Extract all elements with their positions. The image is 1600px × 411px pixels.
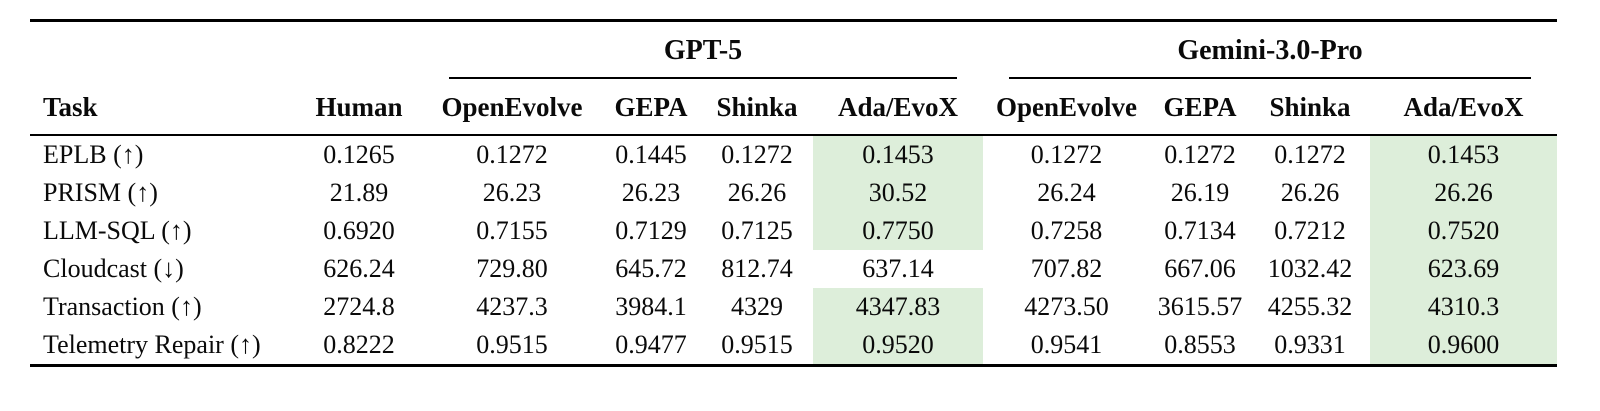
column-header-human: Human — [295, 79, 423, 136]
value-cell: 4329 — [731, 292, 783, 321]
table-body: EPLB (↑) 0.1265 0.1272 0.1445 0.1272 0.1453 0.… — [30, 135, 1558, 366]
value-cell: 645.72 — [615, 254, 687, 283]
value-cell: 0.7134 — [1164, 216, 1236, 245]
column-header-openevolve-gemini: OpenEvolve — [983, 79, 1150, 136]
spanner-rule — [1009, 77, 1532, 79]
group-header-gpt5: GPT-5 — [423, 21, 983, 79]
results-table: GPT-5 Gemini-3.0-Pro Task Human OpenEvol… — [30, 19, 1558, 367]
value-cell: 0.8222 — [323, 330, 395, 359]
value-cell: 4273.50 — [1024, 292, 1109, 321]
value-cell: 637.14 — [862, 254, 934, 283]
value-cell: 0.9541 — [1030, 330, 1103, 359]
value-cell: 4237.3 — [476, 292, 548, 321]
value-cell-highlighted: 0.1453 — [813, 135, 983, 174]
value-cell: 0.8553 — [1164, 330, 1236, 359]
task-cell: EPLB (↑) — [43, 140, 144, 169]
table-row: Transaction (↑) 2724.8 4237.3 3984.1 4329 434… — [30, 288, 1558, 326]
paper-table-container: GPT-5 Gemini-3.0-Pro Task Human OpenEvol… — [30, 19, 1558, 367]
value-cell-highlighted: 0.1453 — [1370, 135, 1558, 174]
value-cell: 667.06 — [1164, 254, 1236, 283]
group-header-spacer — [30, 21, 423, 80]
value-cell: 0.9477 — [615, 330, 687, 359]
value-cell-highlighted: 0.9520 — [813, 326, 983, 366]
column-header-gepa-gemini: GEPA — [1150, 79, 1250, 136]
value-cell: 3615.57 — [1157, 292, 1243, 321]
value-cell: 0.1265 — [323, 140, 395, 169]
task-cell: Telemetry Repair (↑) — [43, 330, 261, 359]
value-cell: 812.74 — [721, 254, 793, 283]
group-label-gemini: Gemini-3.0-Pro — [1177, 35, 1363, 66]
value-cell: 0.9331 — [1274, 330, 1346, 359]
value-cell-highlighted: 4347.83 — [813, 288, 983, 326]
task-cell: LLM-SQL (↑) — [43, 216, 192, 245]
value-cell: 0.6920 — [323, 216, 395, 245]
value-cell: 3984.1 — [615, 292, 687, 321]
value-cell: 626.24 — [323, 254, 395, 283]
value-cell: 729.80 — [476, 254, 548, 283]
task-cell: PRISM (↑) — [43, 178, 158, 207]
column-header-adaevox-gemini: Ada/EvoX — [1370, 79, 1558, 136]
column-header-adaevox-gpt5: Ada/EvoX — [813, 79, 983, 136]
task-cell: Transaction (↑) — [43, 292, 202, 321]
value-cell: 26.23 — [621, 178, 681, 207]
value-cell: 0.1445 — [615, 140, 687, 169]
value-cell: 26.23 — [482, 178, 542, 207]
value-cell: 1032.42 — [1267, 254, 1353, 283]
value-cell: 0.1272 — [1274, 140, 1346, 169]
column-header-openevolve-gpt5: OpenEvolve — [423, 79, 601, 136]
column-header-shinka-gemini: Shinka — [1250, 79, 1370, 136]
value-cell: 0.7212 — [1274, 216, 1346, 245]
value-cell: 26.19 — [1170, 178, 1230, 207]
value-cell: 0.7129 — [615, 216, 687, 245]
value-cell: 0.1272 — [1164, 140, 1236, 169]
value-cell: 0.1272 — [1030, 140, 1103, 169]
value-cell-highlighted: 4310.3 — [1370, 288, 1558, 326]
value-cell: 4255.32 — [1267, 292, 1353, 321]
table-row: PRISM (↑) 21.89 26.23 26.23 26.26 30.52 26.24 2… — [30, 174, 1558, 212]
group-header-row: GPT-5 Gemini-3.0-Pro — [30, 21, 1557, 80]
value-cell-highlighted: 0.7520 — [1370, 212, 1558, 250]
task-cell: Cloudcast (↓) — [43, 254, 184, 283]
value-cell-highlighted: 623.69 — [1370, 250, 1558, 288]
value-cell: 0.7125 — [721, 216, 793, 245]
value-cell-highlighted: 30.52 — [813, 174, 983, 212]
value-cell: 0.7155 — [476, 216, 548, 245]
group-header-gemini: Gemini-3.0-Pro — [983, 21, 1557, 79]
value-cell: 2724.8 — [323, 292, 395, 321]
spanner-rule — [449, 77, 957, 79]
value-cell-highlighted: 26.26 — [1370, 174, 1558, 212]
value-cell: 21.89 — [329, 178, 389, 207]
table-row: Cloudcast (↓) 626.24 729.80 645.72 812.74 637… — [30, 250, 1558, 288]
value-cell: 0.1272 — [476, 140, 548, 169]
table-row: Telemetry Repair (↑) 0.8222 0.9515 0.9477 0.… — [30, 326, 1558, 366]
column-header-gepa-gpt5: GEPA — [601, 79, 701, 136]
value-cell-highlighted: 0.7750 — [813, 212, 983, 250]
column-header-shinka-gpt5: Shinka — [701, 79, 813, 136]
table-row: LLM-SQL (↑) 0.6920 0.7155 0.7129 0.7125 0.775… — [30, 212, 1558, 250]
column-header-task: Task — [30, 79, 295, 136]
value-cell: 707.82 — [1030, 254, 1103, 283]
value-cell: 0.1272 — [721, 140, 793, 169]
value-cell: 26.26 — [727, 178, 787, 207]
value-cell: 0.9515 — [721, 330, 793, 359]
value-cell-highlighted: 0.9600 — [1370, 326, 1558, 366]
value-cell: 26.26 — [1280, 178, 1340, 207]
value-cell: 26.24 — [1037, 178, 1096, 207]
value-cell: 0.7258 — [1030, 216, 1103, 245]
column-header-row: Task Human OpenEvolve GEPA Shinka Ada/Ev… — [30, 79, 1558, 136]
value-cell: 0.9515 — [476, 330, 548, 359]
group-label-gpt5: GPT-5 — [663, 35, 743, 66]
table-row: EPLB (↑) 0.1265 0.1272 0.1445 0.1272 0.1453 0.… — [30, 135, 1558, 174]
